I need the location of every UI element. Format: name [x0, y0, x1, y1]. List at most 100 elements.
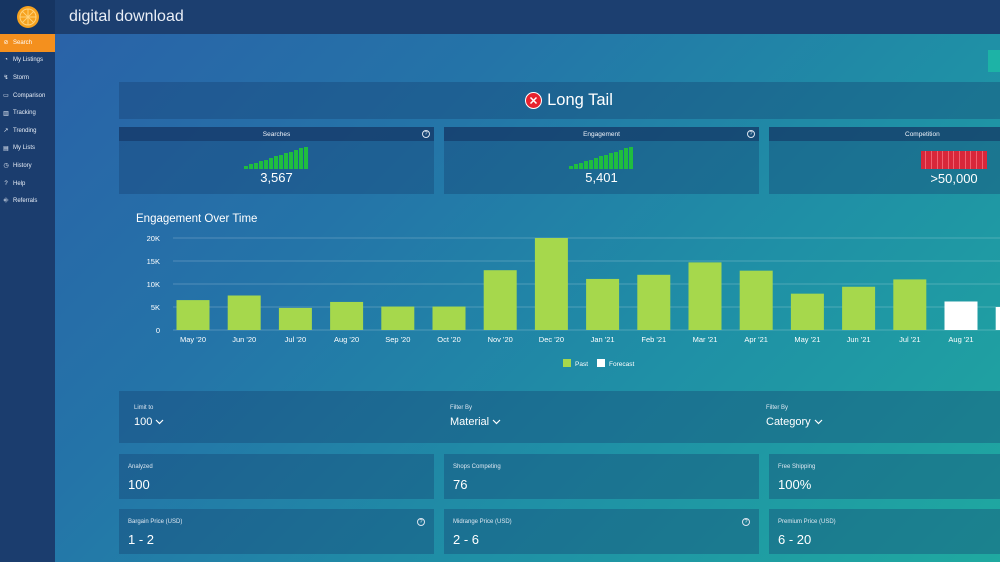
engagement-value: 5,401 [585, 170, 618, 185]
sidebar-item-tracking[interactable]: ▥ Tracking [0, 104, 55, 122]
chevron-down-icon [155, 419, 164, 425]
limit-label: Limit to [134, 405, 154, 411]
limit-dropdown[interactable]: 100 [134, 416, 164, 428]
comparison-icon: ▭ [3, 93, 9, 100]
help-icon[interactable]: ? [417, 518, 425, 526]
strength-bar [609, 153, 613, 169]
x-tick-label: Mar '21 [693, 335, 718, 344]
verdict-label: Long Tail [547, 91, 613, 109]
competition-panel: Competition >50,000 [769, 127, 1000, 194]
free-shipping-panel: Free Shipping 100% [769, 454, 1000, 499]
sidebar-item-comparison[interactable]: ▭ Comparison [0, 87, 55, 105]
help-icon[interactable]: ? [747, 130, 755, 138]
sidebar-item-label: History [13, 162, 32, 169]
midrange-price-value: 2 - 6 [453, 532, 480, 547]
bar-past [534, 238, 568, 330]
y-tick-label: 20K [147, 234, 160, 243]
bargain-price-label: Bargain Price (USD) [128, 519, 183, 525]
searches-title: Searches [262, 130, 291, 138]
chart-title: Engagement Over Time [136, 213, 258, 225]
engagement-panel: Engagement ? 5,401 [444, 127, 759, 194]
material-filter[interactable]: Filter By Material [450, 405, 501, 428]
bar-forecast [944, 301, 978, 330]
category-filter[interactable]: Filter By Category [766, 405, 823, 428]
engagement-title: Engagement [583, 130, 620, 138]
x-tick-label: Apr '21 [744, 335, 768, 344]
x-tick-label: Nov '20 [488, 335, 513, 344]
category-value: Category [766, 416, 811, 428]
error-circle-icon [525, 92, 543, 109]
material-value: Material [450, 416, 490, 428]
bar-past [381, 306, 415, 330]
x-tick-label: Sep '20 [385, 335, 410, 344]
competition-value: >50,000 [930, 171, 978, 186]
y-tick-label: 5K [151, 303, 160, 312]
sidebar-item-my-lists[interactable]: ▤ My Lists [0, 140, 55, 158]
strength-bar [604, 154, 608, 169]
top-bar: digital download [55, 0, 1000, 34]
trending-icon: ↗ [3, 128, 9, 135]
y-tick-label: 0 [156, 326, 160, 335]
sidebar-item-label: Trending [13, 127, 37, 134]
material-dropdown[interactable]: Material [450, 416, 501, 428]
category-dropdown[interactable]: Category [766, 416, 823, 428]
history-icon: ◷ [3, 163, 9, 170]
strength-bar [264, 159, 268, 169]
bar-past [432, 306, 466, 330]
sidebar-nav: ⊘ Search ◔ My Listings ↯ Storm ▭ Comparison ▥ Tra… [0, 34, 55, 210]
x-tick-label: Feb '21 [641, 335, 666, 344]
competition-title: Competition [905, 130, 940, 138]
material-filter-label: Filter By [450, 405, 473, 411]
y-tick-label: 10K [147, 280, 160, 289]
searches-strength-bars [119, 145, 434, 169]
bar-forecast [995, 307, 1000, 330]
sidebar-item-history[interactable]: ◷ History [0, 157, 55, 175]
premium-price-panel: Premium Price (USD) 6 - 20 [769, 509, 1000, 554]
help-icon[interactable]: ? [742, 518, 750, 526]
competition-header: Competition [769, 127, 1000, 141]
strength-bar [589, 159, 593, 169]
help-icon[interactable]: ? [422, 130, 430, 138]
strength-bar [629, 146, 633, 169]
sidebar-item-my-listings[interactable]: ◔ My Listings [0, 52, 55, 70]
analyzed-panel: Analyzed 100 [119, 454, 434, 499]
bar-past [586, 278, 620, 330]
strength-bar [249, 164, 253, 169]
limit-filter[interactable]: Limit to 100 [134, 405, 164, 428]
sidebar-item-referrals[interactable]: ⎆ Referrals [0, 192, 55, 210]
logo-area [0, 0, 55, 34]
strength-bar [614, 151, 618, 169]
strength-bar [299, 148, 303, 169]
strength-bar [274, 156, 278, 169]
orange-logo-icon[interactable] [16, 6, 39, 28]
strength-bar [619, 150, 623, 169]
midrange-price-label: Midrange Price (USD) [453, 519, 512, 525]
sidebar-item-label: Comparison [13, 92, 46, 99]
strength-bar [599, 156, 603, 169]
sidebar-item-label: My Lists [13, 145, 36, 152]
bar-past [739, 270, 773, 330]
x-tick-label: Jul '20 [285, 335, 306, 344]
searches-header: Searches ? [119, 127, 434, 141]
x-tick-label: Aug '21 [948, 335, 973, 344]
bar-past [688, 262, 722, 330]
competition-level-bar [921, 151, 987, 169]
sidebar-item-storm[interactable]: ↯ Storm [0, 69, 55, 87]
bar-past [893, 279, 927, 330]
legend-label: Forecast [609, 361, 634, 368]
sidebar: ⊘ Search ◔ My Listings ↯ Storm ▭ Comparison ▥ Tra… [0, 0, 55, 562]
x-tick-label: Jun '21 [847, 335, 871, 344]
sidebar-item-help[interactable]: ? Help [0, 175, 55, 193]
sidebar-item-trending[interactable]: ↗ Trending [0, 122, 55, 140]
x-tick-label: Oct '20 [437, 335, 461, 344]
verdict-banner: Long Tail [119, 82, 1000, 119]
sidebar-item-label: My Listings [13, 57, 44, 64]
corner-action-button[interactable] [988, 50, 1000, 72]
sidebar-item-search[interactable]: ⊘ Search [0, 34, 55, 52]
sidebar-item-label: Tracking [13, 110, 36, 117]
sidebar-item-label: Referrals [13, 198, 38, 205]
analyzed-value: 100 [128, 477, 150, 492]
referrals-icon: ⎆ [3, 197, 9, 204]
bar-past [176, 300, 210, 330]
free-shipping-value: 100% [778, 477, 812, 492]
